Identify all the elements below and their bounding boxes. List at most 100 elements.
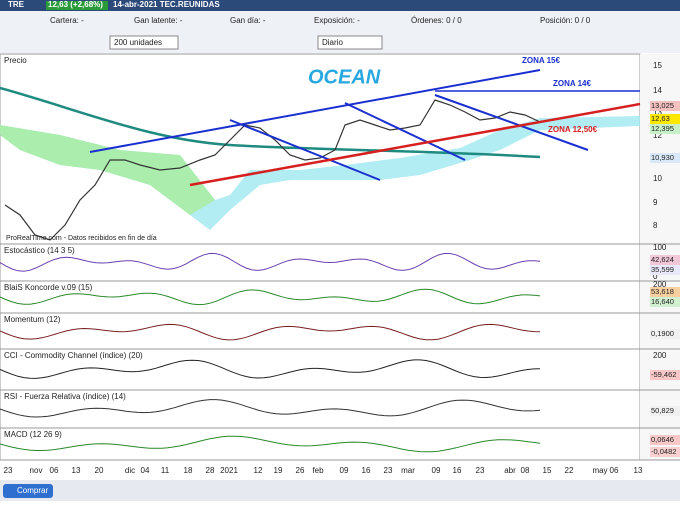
x-axis-label: nov: [30, 466, 43, 475]
x-axis-label: 18: [184, 466, 193, 475]
x-axis-label: 12: [254, 466, 263, 475]
quantity-select[interactable]: [109, 35, 179, 50]
instrument-info: 14-abr-2021 TEC.REUNIDAS: [113, 0, 220, 9]
axis-label: 100: [653, 243, 667, 252]
x-axis-label: 09: [340, 466, 349, 475]
x-axis-label: 20: [95, 466, 104, 475]
value-marker: [650, 114, 680, 124]
value-marker-label: 0,0646: [651, 435, 674, 444]
axis-label: 10: [653, 174, 662, 183]
panel-label: BlaiS Koncorde v.09 (15): [4, 283, 93, 292]
account-field: Exposición: -: [314, 16, 360, 25]
trend-line: [434, 94, 589, 151]
axis-label: 15: [653, 61, 662, 70]
x-axis-label: 13: [72, 466, 81, 475]
account-field: Órdenes: 0 / 0: [411, 16, 462, 25]
value-marker-label: 10,930: [651, 153, 674, 162]
panel-label: RSI - Fuerza Relativa (índice) (14): [4, 392, 126, 401]
x-axis-label: 28: [206, 466, 215, 475]
value-marker: [650, 287, 680, 297]
x-axis-label: 2021: [220, 466, 238, 475]
value-marker-label: 42,624: [651, 255, 674, 264]
indicator-line: [0, 323, 541, 341]
zone-label: ZONA 14€: [553, 79, 591, 88]
panel-label: CCI - Commodity Channel (índice) (20): [4, 351, 143, 360]
symbol: TRE: [8, 0, 25, 9]
support-line: [189, 102, 641, 187]
value-marker: [650, 447, 680, 457]
account-field: Posición: 0 / 0: [540, 16, 591, 25]
x-axis-label: 19: [274, 466, 283, 475]
trend-line: [89, 69, 541, 153]
value-marker: [650, 255, 680, 265]
x-axis-label: 06: [610, 466, 619, 475]
moving-average: [0, 86, 541, 159]
zone-label: ZONA 12,50€: [548, 125, 598, 134]
axis-label: 9: [653, 198, 658, 207]
x-axis-label: 06: [50, 466, 59, 475]
value-marker: [650, 370, 680, 380]
value-marker-label: -59,462: [651, 370, 676, 379]
period-select[interactable]: [317, 35, 383, 50]
indicator-line: [0, 399, 541, 418]
period-value: Diario: [322, 38, 343, 47]
data-source: ProRealTime.com - Datos recibidos en fin…: [6, 235, 157, 242]
trend-line: [344, 102, 466, 161]
indicator-line: [0, 359, 541, 379]
panel-label: MACD (12 26 9): [4, 430, 62, 439]
x-axis-label: 08: [521, 466, 530, 475]
panel-label: Precio: [4, 56, 27, 65]
value-marker-label: 12,63: [651, 114, 670, 123]
value-marker-label: 35,599: [651, 265, 674, 274]
indicator-line: [0, 252, 541, 272]
quantity-value: 200 unidades: [114, 38, 162, 47]
value-marker: [650, 297, 680, 307]
value-marker: [650, 153, 680, 163]
value-marker-label: 53,618: [651, 287, 674, 296]
x-axis-label: 04: [141, 466, 150, 475]
x-axis-label: 16: [362, 466, 371, 475]
axis-label: 14: [653, 86, 662, 95]
account-field: Cartera: -: [50, 16, 84, 25]
indicator-line: [0, 435, 541, 453]
x-axis-label: 13: [634, 466, 643, 475]
x-axis-label: 09: [432, 466, 441, 475]
value-marker: [650, 101, 680, 111]
value-marker-label: 12,395: [651, 124, 674, 133]
price-line: [4, 99, 541, 241]
x-axis-label: 23: [4, 466, 13, 475]
value-marker-label: 50,829: [651, 406, 674, 415]
x-axis-label: 11: [161, 466, 170, 475]
x-axis-label: feb: [312, 466, 324, 475]
chart-annotation: OCEAN: [308, 66, 381, 88]
buy-button[interactable]: [3, 484, 53, 498]
trend-line: [229, 119, 381, 181]
axis-label: 12: [653, 131, 662, 140]
x-axis-label: may: [592, 466, 607, 475]
indicator-line: [0, 288, 541, 306]
axis-label: 200: [653, 280, 667, 289]
ichimoku-cloud-green: [0, 125, 215, 215]
value-marker-label: 0,1900: [651, 329, 674, 338]
axis-label: 0: [653, 272, 658, 281]
price-drawing: [0, 69, 641, 241]
axis-label: 200: [653, 351, 667, 360]
value-marker-label: 13,025: [651, 101, 674, 110]
account-field: Gan latente: -: [134, 16, 183, 25]
account-field: Gan día: -: [230, 16, 266, 25]
ichimoku-cloud: [0, 116, 640, 230]
zone-label: ZONA 15€: [522, 56, 560, 65]
panel-label: Estocástico (14 3 5): [4, 246, 75, 255]
panel-label: Momentum (12): [4, 315, 61, 324]
value-marker: [650, 265, 680, 275]
value-marker: [650, 329, 680, 339]
value-marker: [650, 124, 680, 134]
value-marker-label: 16,640: [651, 297, 674, 306]
x-axis-label: 15: [543, 466, 552, 475]
value-marker-label: -0,0482: [651, 447, 676, 456]
x-axis-label: 23: [476, 466, 485, 475]
quote: 12,63 (+2,68%): [48, 0, 103, 9]
x-axis-label: mar: [401, 466, 415, 475]
title-bar: [0, 0, 680, 11]
